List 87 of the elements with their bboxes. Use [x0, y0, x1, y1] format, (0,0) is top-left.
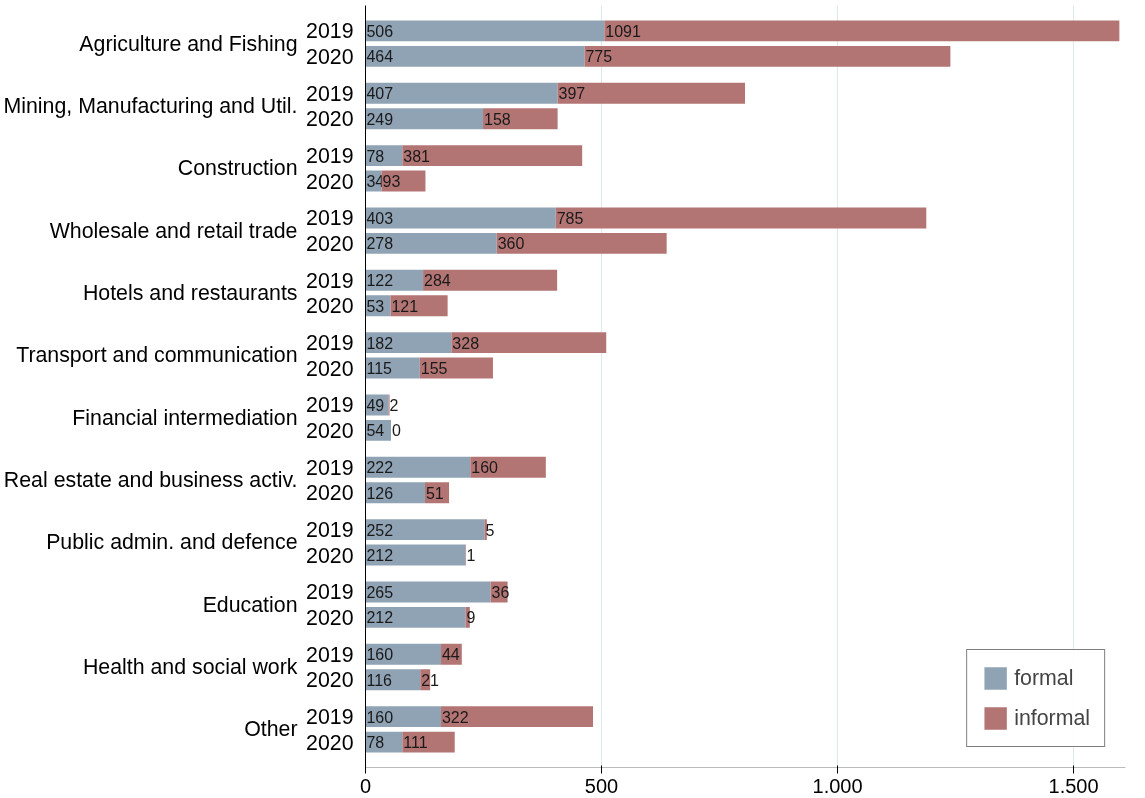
y-tick-label: 2020: [306, 169, 354, 194]
data-label: 328: [452, 334, 480, 352]
data-label: 51: [425, 484, 444, 502]
data-label: 115: [366, 360, 393, 378]
text: Mining, Manufacturing and Util.: [3, 94, 298, 118]
data-label: 21: [421, 671, 440, 689]
data-label: 158: [483, 110, 511, 128]
data-label: 111: [403, 734, 428, 752]
data-label: 506: [366, 22, 394, 40]
data-label: 93: [382, 173, 401, 191]
data-label: 126: [366, 484, 394, 502]
data-label: 160: [471, 459, 499, 477]
data-label: 249: [366, 110, 394, 128]
x-tick-label: 1.000: [812, 774, 863, 797]
data-label: 44: [441, 646, 460, 664]
y-tick-label: 2019: [306, 705, 354, 730]
data-label: 360: [497, 235, 525, 253]
y-tick-label: 2020: [306, 481, 354, 506]
data-label: 116: [366, 671, 393, 689]
data-label: 182: [366, 334, 394, 352]
y-tick-label: 2020: [306, 356, 354, 381]
y-tick-label: 2020: [306, 605, 354, 630]
y-tick-label: 2020: [306, 231, 354, 256]
text: Agriculture and Fishing: [79, 31, 298, 56]
data-label: 5: [485, 521, 495, 539]
y-tick-label: 2019: [306, 331, 354, 356]
data-label: 121: [391, 297, 419, 315]
data-label: 284: [424, 272, 451, 290]
legend-label: formal: [1014, 665, 1074, 691]
text: Public admin. and defence: [46, 530, 298, 555]
data-label: 155: [420, 360, 448, 378]
y-tick-label: 2019: [306, 455, 354, 480]
data-label: 122: [366, 272, 394, 290]
data-label: 322: [441, 708, 469, 726]
data-label: 54: [366, 422, 385, 440]
data-label: 212: [366, 609, 394, 627]
data-label: 464: [366, 48, 394, 66]
y-tick-label: 2019: [306, 144, 354, 169]
y-tick-label: 2020: [306, 543, 354, 568]
y-tick-label: 2019: [306, 19, 354, 44]
y-tick-label: 2019: [306, 268, 354, 293]
legend-label: informal: [1014, 705, 1090, 731]
text: Health and social work: [82, 655, 298, 679]
y-tick-label: 2020: [306, 730, 354, 755]
data-label: 403: [366, 209, 394, 227]
data-label: 278: [366, 235, 394, 253]
x-tick-label: 500: [584, 774, 619, 797]
data-label: 160: [366, 646, 394, 664]
text: Financial intermediation: [72, 405, 298, 430]
data-label: 397: [558, 85, 586, 103]
y-tick-label: 2019: [306, 206, 354, 231]
data-label: 222: [366, 459, 394, 477]
data-label: 78: [366, 147, 385, 165]
text: Hotels and restaurants: [82, 281, 298, 305]
data-label: 1: [466, 547, 476, 565]
data-label: 1091: [605, 22, 641, 40]
text: Other: [244, 717, 298, 742]
data-label: 212: [366, 547, 394, 565]
data-label: 78: [366, 734, 385, 752]
data-label: 0: [391, 422, 401, 440]
y-tick-label: 2019: [306, 580, 354, 605]
data-label: 407: [366, 85, 394, 103]
data-label: 49: [366, 396, 385, 414]
y-tick-label: 2020: [306, 418, 354, 443]
x-tick-label: 1.500: [1048, 774, 1099, 797]
y-tick-label: 2019: [306, 393, 354, 418]
y-tick-label: 2020: [306, 668, 354, 693]
data-label: 775: [585, 48, 613, 66]
text: Construction: [177, 156, 298, 181]
text: Education: [202, 592, 298, 617]
data-label: 785: [556, 209, 584, 227]
data-label: 265: [366, 583, 394, 601]
y-tick-label: 2019: [306, 518, 354, 543]
data-label: 2: [389, 396, 399, 414]
data-label: 53: [366, 297, 385, 315]
text: Real estate and business activ.: [3, 468, 298, 492]
y-tick-label: 2019: [306, 81, 354, 106]
data-label: 252: [366, 521, 394, 539]
y-tick-label: 2020: [306, 44, 354, 69]
data-label: 160: [366, 708, 394, 726]
data-label: 381: [403, 147, 431, 165]
x-tick-label: 0: [359, 774, 372, 797]
y-tick-label: 2020: [306, 107, 354, 132]
y-tick-label: 2020: [306, 294, 354, 319]
y-tick-label: 2019: [306, 642, 354, 667]
text: Transport and communication: [16, 343, 298, 368]
text: Wholesale and retail trade: [49, 218, 298, 243]
